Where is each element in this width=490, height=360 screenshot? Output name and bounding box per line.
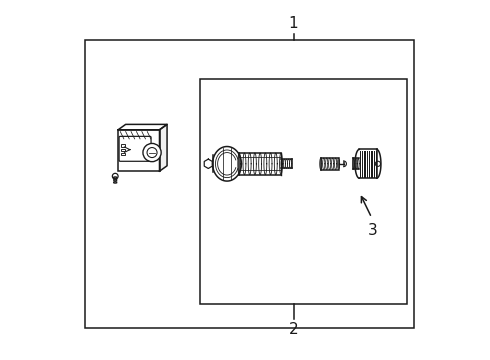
Polygon shape — [353, 158, 359, 169]
Bar — [85, 40, 414, 328]
Text: 1: 1 — [289, 16, 298, 31]
Polygon shape — [281, 159, 292, 168]
Bar — [122, 149, 125, 151]
Text: 3: 3 — [368, 223, 378, 238]
Polygon shape — [359, 149, 377, 178]
Text: 2: 2 — [289, 322, 298, 337]
Polygon shape — [118, 125, 167, 130]
Polygon shape — [160, 125, 167, 171]
Polygon shape — [321, 158, 339, 170]
Bar — [122, 144, 125, 147]
Polygon shape — [213, 147, 242, 181]
Polygon shape — [204, 159, 212, 168]
Polygon shape — [239, 153, 281, 175]
Polygon shape — [377, 149, 381, 178]
Bar — [122, 153, 125, 156]
Circle shape — [112, 174, 118, 179]
Circle shape — [143, 143, 161, 162]
Bar — [200, 79, 407, 304]
Bar — [118, 130, 160, 171]
